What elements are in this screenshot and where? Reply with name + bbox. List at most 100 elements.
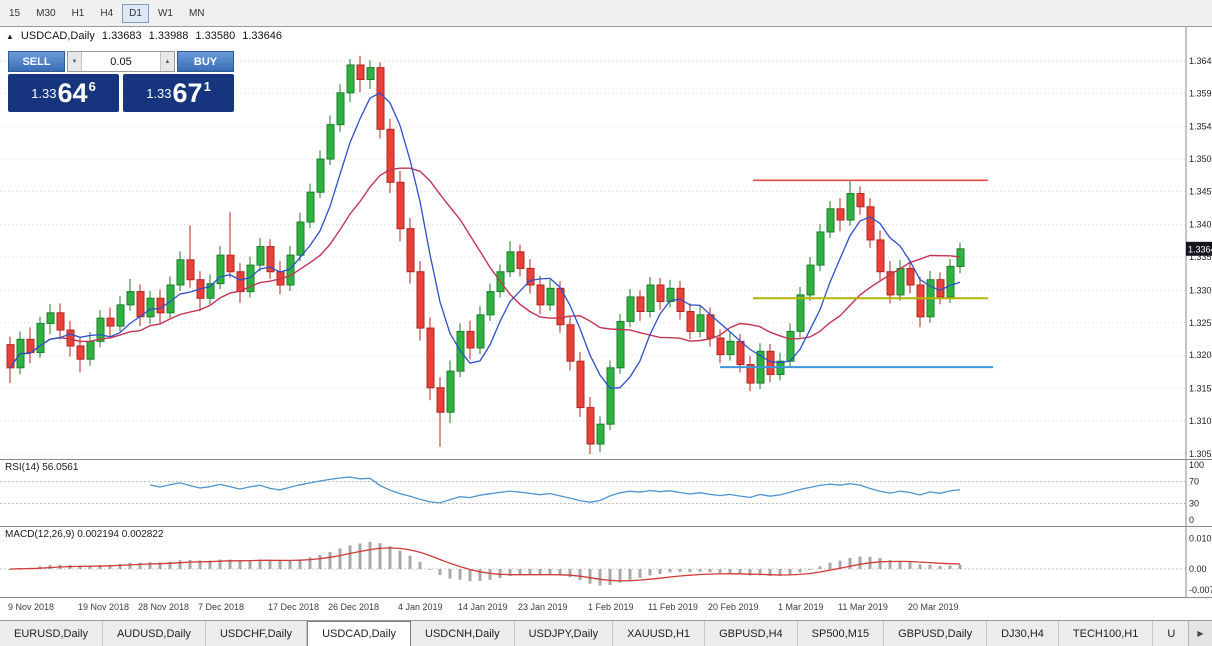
buy-button[interactable]: BUY (177, 51, 234, 72)
candles-layer (6, 55, 965, 454)
sell-price-display[interactable]: 1.33 64 6 (8, 74, 119, 112)
time-axis-label: 20 Feb 2019 (708, 602, 759, 612)
time-axis[interactable]: 9 Nov 2018 19 Nov 2018 28 Nov 2018 7 Dec 20… (0, 597, 1212, 617)
time-axis-label: 1 Feb 2019 (588, 602, 634, 612)
chart-tabs: EURUSD,Daily AUDUSD,Daily USDCHF,Daily USDC… (0, 620, 1212, 646)
price-pane: 1.36480 1.35990 1.35490 1.35000 1.34510 1.340… (0, 27, 1212, 459)
one-click-trading-panel: SELL ▼ ▲ BUY 1.33 64 6 1.33 67 1 (8, 51, 234, 112)
chart-symbol-title: USDCAD,Daily (20, 30, 95, 42)
buy-price-sup: 1 (203, 79, 211, 94)
price-axis-label: 1.36480 (1189, 56, 1212, 66)
macd-chart-svg[interactable]: 0.010525 0.00 -0.0073 (0, 527, 1212, 597)
rsi-axis-label: 30 (1189, 499, 1199, 509)
rsi-pane: 100 70 30 0 RSI(14) 56.0561 (0, 459, 1212, 526)
current-price-badge: 1.33646 (1186, 241, 1212, 256)
price-axis-label: 1.34010 (1189, 220, 1212, 230)
tab-xauusd-h1[interactable]: XAUUSD,H1 (613, 621, 706, 646)
macd-histogram (8, 541, 962, 586)
timeframe-button-h1[interactable]: H1 (71, 7, 85, 19)
time-axis-label: 28 Nov 2018 (138, 602, 190, 612)
time-axis-label: 11 Mar 2019 (838, 602, 888, 612)
time-axis-label: 17 Dec 2018 (268, 602, 320, 612)
price-axis-label: 1.32040 (1189, 350, 1212, 360)
one-click-panel-toggle-icon[interactable]: ▲ (6, 31, 14, 41)
price-chart-svg[interactable]: 1.36480 1.35990 1.35490 1.35000 1.34510 1.340… (0, 27, 1212, 459)
buy-price-display[interactable]: 1.33 67 1 (123, 74, 234, 112)
tab-usdchf-daily[interactable]: USDCHF,Daily (206, 621, 308, 646)
time-axis-label: 1 Mar 2019 (778, 602, 824, 612)
timeframe-button-m30[interactable]: M30 (36, 7, 56, 19)
macd-axis-label: -0.0073 (1189, 585, 1212, 595)
macd-signal-line (9, 547, 961, 582)
timeframe-button-h4[interactable]: H4 (100, 7, 114, 19)
timeframe-toolbar: 15 M30 H1 H4 D1 W1 MN (0, 0, 1212, 27)
tab-audusd-daily[interactable]: AUDUSD,Daily (103, 621, 206, 646)
price-axis-label: 1.33020 (1189, 285, 1212, 295)
price-axis-label: 1.33520 (1189, 252, 1212, 262)
price-axis-label: 1.35490 (1189, 122, 1212, 132)
ohlc-low: 1.33580 (195, 30, 236, 42)
rsi-label: RSI(14) 56.0561 (5, 462, 79, 473)
time-axis-label: 4 Jan 2019 (398, 602, 443, 612)
volume-increase-button[interactable]: ▲ (160, 52, 174, 71)
tab-u[interactable]: U (1153, 621, 1191, 646)
time-axis-label: 19 Nov 2018 (78, 602, 130, 612)
buy-price-prefix: 1.33 (146, 85, 172, 101)
tab-tech100-h1[interactable]: TECH100,H1 (1059, 621, 1154, 646)
tab-usdjpy-daily[interactable]: USDJPY,Daily (515, 621, 614, 646)
svg-text:1.33646: 1.33646 (1188, 244, 1212, 254)
tab-usdcad-daily[interactable]: USDCAD,Daily (307, 621, 412, 646)
time-axis-label: 14 Jan 2019 (458, 602, 508, 612)
price-axis-label: 1.32530 (1189, 318, 1212, 328)
macd-axis-label: 0.00 (1189, 564, 1207, 574)
time-axis-label: 23 Jan 2019 (518, 602, 568, 612)
volume-control: ▼ ▲ (67, 51, 175, 72)
timeframe-button-15[interactable]: 15 (9, 7, 21, 19)
time-axis-label: 9 Nov 2018 (8, 602, 55, 612)
time-axis-label: 20 Mar 2019 (908, 602, 959, 612)
time-axis-label: 7 Dec 2018 (198, 602, 245, 612)
tab-usdcnh-daily[interactable]: USDCNH,Daily (411, 621, 515, 646)
macd-pane: 0.010525 0.00 -0.0073 MACD(12,26,9) 0.0021… (0, 526, 1212, 597)
rsi-line (149, 476, 961, 504)
tab-gbpusd-h4[interactable]: GBPUSD,H4 (705, 621, 798, 646)
price-axis-label: 1.35000 (1189, 154, 1212, 164)
volume-decrease-button[interactable]: ▼ (68, 52, 82, 71)
macd-axis-label: 0.010525 (1189, 533, 1212, 543)
ma-slow-line (9, 167, 961, 369)
tabs-scroll-right-button[interactable]: ▶ (1188, 621, 1212, 646)
rsi-axis-label: 0 (1189, 515, 1194, 525)
ohlc-open: 1.33683 (101, 30, 142, 42)
timeframe-button-w1[interactable]: W1 (157, 7, 173, 19)
ohlc-close: 1.33646 (242, 30, 282, 42)
price-gridlines: 1.36480 1.35990 1.35490 1.35000 1.34510 1.340… (0, 56, 1212, 459)
tab-gbpusd-daily[interactable]: GBPUSD,Daily (884, 621, 988, 646)
sell-price-sup: 6 (88, 79, 96, 94)
volume-input[interactable] (82, 52, 160, 71)
rsi-chart-svg[interactable]: 100 70 30 0 (0, 460, 1212, 526)
sell-price-big: 64 (57, 77, 88, 108)
macd-label: MACD(12,26,9) 0.002194 0.002822 (5, 529, 164, 540)
tab-eurusd-daily[interactable]: EURUSD,Daily (0, 621, 103, 646)
sell-button[interactable]: SELL (8, 51, 65, 72)
time-axis-label: 11 Feb 2019 (648, 602, 698, 612)
rsi-axis-label: 70 (1189, 477, 1199, 487)
ma-fast-line (9, 92, 961, 389)
time-axis-label: 26 Dec 2018 (328, 602, 380, 612)
rsi-axis-label: 100 (1189, 460, 1204, 470)
price-axis-label: 1.34510 (1189, 187, 1212, 197)
buy-price-big: 67 (172, 77, 203, 108)
chart-header: ▲ USDCAD,Daily 1.33683 1.33988 1.33580 1… (6, 30, 282, 42)
price-axis-label: 1.31540 (1189, 383, 1212, 393)
timeframe-button-d1[interactable]: D1 (122, 3, 149, 23)
ohlc-high: 1.33988 (148, 30, 189, 42)
price-axis-label: 1.30550 (1189, 449, 1212, 459)
scroll-right-icon: ▶ (1197, 629, 1204, 638)
price-axis-label: 1.35990 (1189, 88, 1212, 98)
tab-dj30-h4[interactable]: DJ30,H4 (987, 621, 1059, 646)
timeframe-button-mn[interactable]: MN (188, 7, 205, 19)
sell-price-prefix: 1.33 (31, 85, 57, 101)
tab-sp500-m15[interactable]: SP500,M15 (798, 621, 885, 646)
price-axis-label: 1.31050 (1189, 416, 1212, 426)
